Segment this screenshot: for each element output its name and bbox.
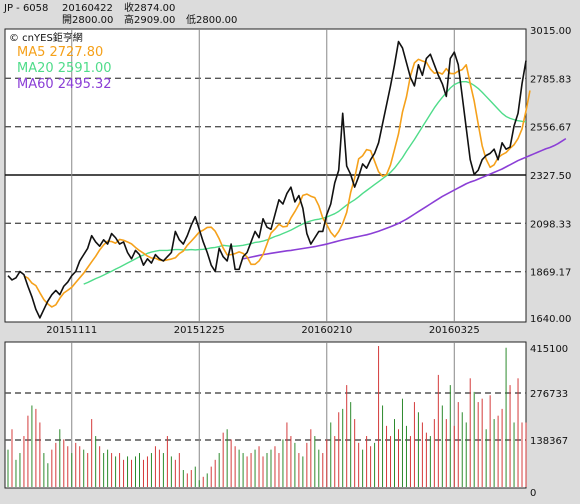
high-label: 高2909.00 (124, 13, 175, 26)
volume-tick-label: 0 (530, 488, 536, 499)
legend-ma20: MA20 2591.00 (17, 61, 112, 76)
watermark: © cnYES鉅亨網 (9, 31, 83, 44)
price-tick-label: 2556.67 (530, 123, 571, 134)
price-tick-label: 2785.83 (530, 74, 571, 85)
price-tick-label: 1640.00 (530, 314, 571, 325)
date-tick-label: 20160325 (429, 325, 480, 336)
volume-tick-label: 276733 (530, 389, 568, 400)
date-label: 20160422 (62, 3, 113, 14)
volume-axis: 415100 276733 138367 0 (530, 344, 568, 499)
price-axis: 3015.00 2785.83 2556.67 2327.50 2098.33 1869.… (530, 26, 571, 325)
price-tick-label: 2098.33 (530, 219, 571, 230)
price-tick-label: 2327.50 (530, 171, 571, 182)
date-tick-label: 20160210 (301, 325, 352, 336)
price-line (7, 40, 527, 319)
price-tick-label: 3015.00 (530, 26, 571, 37)
price-tick-label: 1869.17 (530, 268, 571, 279)
volume-bars (7, 346, 527, 487)
date-axis: 20151111 20151225 20160210 20160325 (46, 325, 479, 336)
legend-ma60: MA60 2495.32 (17, 77, 112, 92)
open-label: 開2800.00 (62, 14, 113, 26)
volume-tick-label: 138367 (530, 436, 568, 447)
date-tick-label: 20151111 (46, 325, 97, 336)
price-series (7, 40, 567, 319)
symbol-label: JP - 6058 (3, 3, 48, 14)
volume-panel (4, 341, 527, 489)
volume-tick-label: 415100 (530, 344, 568, 355)
legend-ma5: MA5 2727.80 (17, 45, 103, 60)
date-tick-label: 20151225 (174, 325, 225, 336)
ma60-line (242, 137, 567, 260)
low-label: 低2800.00 (186, 13, 237, 26)
close-label: 收2874.00 (124, 1, 175, 14)
